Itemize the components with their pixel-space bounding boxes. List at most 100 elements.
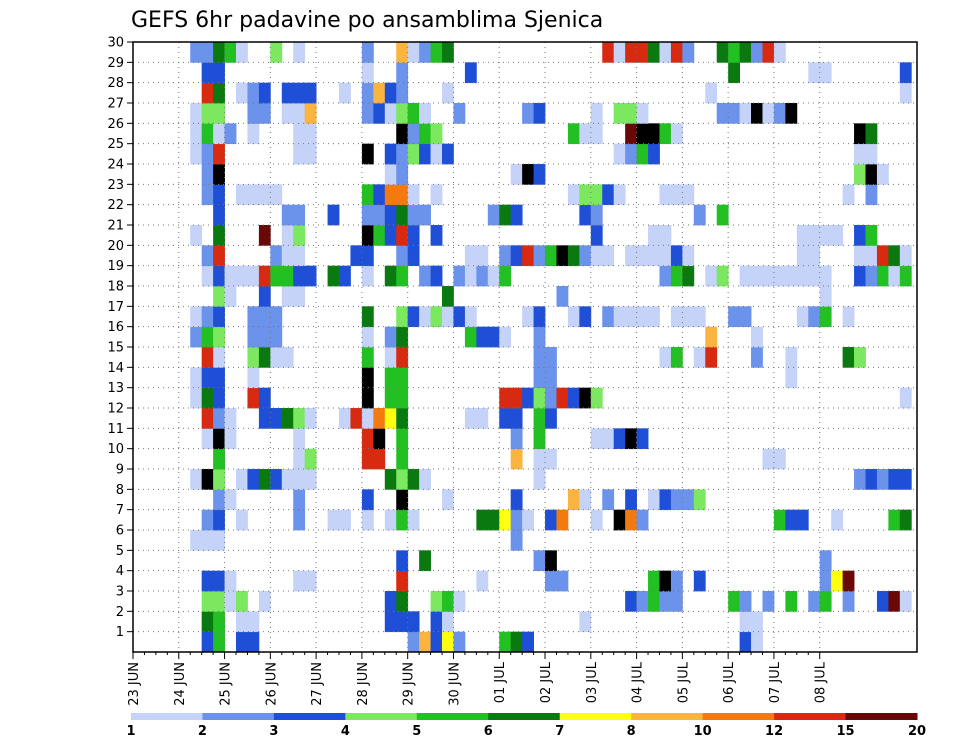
heatmap-cell (739, 265, 752, 287)
heatmap-cell (453, 306, 466, 328)
colorbar: 1 2 3 4 5 6 7 8 10 12 15 20 (126, 713, 926, 739)
heatmap-cell (396, 245, 409, 267)
heatmap-cell (751, 326, 763, 348)
heatmap-cell (190, 225, 203, 246)
colorbar-label: 6 (484, 724, 493, 739)
heatmap-cell (876, 164, 889, 185)
heatmap-cell (213, 286, 225, 307)
heatmap-cell (384, 509, 397, 531)
heatmap-cell (579, 387, 592, 409)
x-tick-label: 08 JUL (814, 661, 829, 703)
heatmap-cell (648, 245, 660, 267)
y-tick-label: 18 (107, 280, 124, 295)
heatmap-cell (190, 123, 203, 145)
heatmap-cell (670, 347, 683, 368)
heatmap-cell (487, 326, 500, 348)
heatmap-cell (464, 265, 477, 287)
y-tick-label: 2 (116, 605, 124, 620)
heatmap-cell (407, 103, 420, 124)
grid-lines (133, 42, 917, 652)
heatmap-cell (785, 509, 798, 531)
heatmap-cell (888, 509, 901, 531)
heatmap-cell (236, 82, 248, 104)
heatmap-cell (293, 265, 306, 287)
x-tick-label: 27 JUN (310, 662, 325, 706)
heatmap-cell (876, 469, 889, 490)
heatmap-cell (819, 225, 832, 246)
heatmap-cell (773, 265, 786, 287)
heatmap-cell (201, 265, 214, 287)
heatmap-cell (636, 591, 649, 612)
heatmap-cell (236, 42, 248, 63)
heatmap-cell (567, 489, 580, 511)
heatmap-cell (442, 631, 454, 653)
heatmap-cell (670, 184, 683, 206)
y-tick-label: 5 (116, 544, 124, 559)
heatmap-cell (373, 448, 386, 470)
heatmap-cell (476, 265, 489, 287)
heatmap-cell (625, 42, 637, 63)
heatmap-cell (579, 245, 592, 267)
heatmap-cell (213, 82, 225, 104)
heatmap-cell (522, 631, 534, 653)
y-axis-ticks: 1234567891011121314151617181920212223242… (107, 36, 133, 640)
heatmap-cell (556, 387, 569, 409)
heatmap-cell (258, 469, 271, 490)
heatmap-cell (224, 408, 237, 429)
heatmap-cell (739, 103, 752, 124)
heatmap-cell (430, 631, 443, 653)
heatmap-cell (716, 204, 729, 226)
heatmap-cell (396, 570, 409, 592)
x-tick-label: 07 JUL (768, 661, 783, 703)
heatmap-cell (396, 408, 409, 429)
heatmap-cell (258, 408, 271, 429)
heatmap-cell (545, 245, 557, 267)
heatmap-cell (808, 306, 821, 328)
heatmap-cell (876, 245, 889, 267)
heatmap-cell (464, 306, 477, 328)
heatmap-cell (201, 570, 214, 592)
colorbar-label: 7 (555, 724, 564, 739)
heatmap-cell (224, 489, 237, 511)
heatmap-cell (384, 265, 397, 287)
heatmap-cell (281, 408, 294, 429)
heatmap-cell (213, 530, 225, 551)
heatmap-cell (361, 408, 374, 429)
heatmap-cell (339, 408, 351, 429)
heatmap-cell (281, 82, 294, 104)
heatmap-cell (258, 82, 271, 104)
y-tick-label: 9 (116, 463, 124, 478)
heatmap-cell (796, 225, 809, 246)
heatmap-cell (361, 103, 374, 124)
heatmap-cell (419, 42, 431, 63)
heatmap-cell (648, 570, 660, 592)
heatmap-cell (407, 184, 420, 206)
heatmap-cell (762, 42, 775, 63)
heatmap-cell (247, 631, 260, 653)
heatmap-cell (659, 265, 672, 287)
heatmap-cell (831, 570, 844, 592)
heatmap-cell (865, 265, 878, 287)
y-tick-label: 19 (107, 259, 124, 274)
heatmap-cell (487, 509, 500, 531)
heatmap-cell (396, 489, 409, 511)
heatmap-cell (396, 347, 409, 368)
heatmap-cell (728, 306, 740, 328)
heatmap-cell (201, 347, 214, 368)
x-tick-label: 25 JUN (219, 662, 234, 706)
heatmap-cell (499, 265, 512, 287)
heatmap-cell (327, 509, 340, 531)
heatmap-cell (190, 143, 203, 165)
heatmap-cell (304, 103, 317, 124)
heatmap-cell (453, 265, 466, 287)
y-tick-label: 24 (107, 158, 124, 173)
heatmap-cell (213, 469, 225, 490)
heatmap-cell (396, 184, 409, 206)
heatmap-cell (670, 265, 683, 287)
y-tick-label: 20 (107, 239, 124, 254)
heatmap-cell (854, 143, 866, 165)
heatmap-cell (258, 326, 271, 348)
y-tick-label: 12 (107, 402, 124, 417)
heatmap-cell (213, 103, 225, 124)
heatmap-cell (510, 428, 523, 450)
